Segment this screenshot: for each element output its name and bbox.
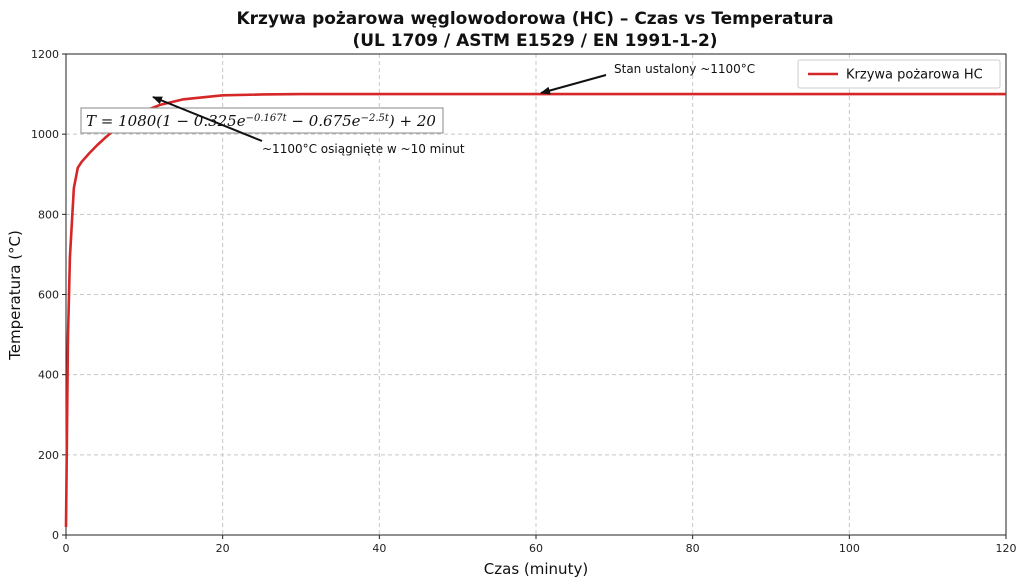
steady-state-arrow: [540, 74, 607, 95]
chart-title: Krzywa pożarowa węglowodorowa (HC) – Cza…: [236, 9, 833, 29]
y-tick-label: 0: [52, 529, 59, 542]
x-tick-label: 120: [996, 542, 1017, 555]
y-tick-label: 1000: [31, 128, 59, 141]
x-tick-label: 0: [63, 542, 70, 555]
legend: Krzywa pożarowa HC: [797, 59, 1001, 89]
legend-label: Krzywa pożarowa HC: [846, 68, 983, 83]
y-tick-label: 1200: [31, 48, 59, 61]
y-axis-label: Temperatura (°C): [6, 230, 24, 361]
x-tick-label: 100: [839, 542, 860, 555]
ten-minute-label: ~1100°C osiągnięte w ~10 minut: [262, 142, 465, 156]
y-tick-label: 800: [38, 208, 59, 221]
formula-annotation: T = 1080(1 − 0.325e−0.167t − 0.675e−2.5t…: [80, 107, 444, 134]
x-axis-label: Czas (minuty): [484, 560, 588, 578]
ten-minute-arrow: [152, 96, 263, 142]
y-tick-label: 200: [38, 449, 59, 462]
x-tick-label: 60: [529, 542, 543, 555]
grid-lines: [66, 54, 1006, 535]
steady-state-label: Stan ustalony ~1100°C: [614, 62, 755, 76]
x-tick-label: 80: [686, 542, 700, 555]
y-tick-label: 400: [38, 369, 59, 382]
plot-area-frame: [65, 53, 1007, 536]
y-tick-label: 600: [38, 289, 59, 302]
formula-text: T = 1080(1 − 0.325e−0.167t − 0.675e−2.5t…: [86, 112, 436, 130]
x-tick-label: 40: [372, 542, 386, 555]
x-tick-label: 20: [216, 542, 230, 555]
chart-subtitle: (UL 1709 / ASTM E1529 / EN 1991-1-2): [352, 31, 717, 51]
legend-box: [797, 59, 1001, 89]
formula-box: [80, 107, 444, 134]
